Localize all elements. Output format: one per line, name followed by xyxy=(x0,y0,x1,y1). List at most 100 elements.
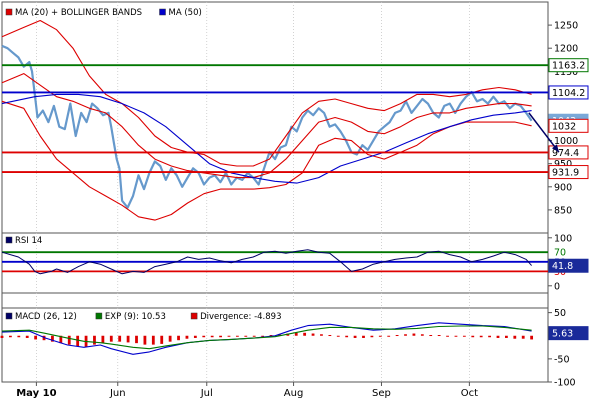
histogram-bar xyxy=(446,335,449,337)
last-value-box xyxy=(548,118,589,133)
histogram-bar xyxy=(210,335,214,338)
legend-label: MACD (26, 12) xyxy=(15,312,77,322)
y-tick-label: 0 xyxy=(554,281,560,292)
histogram-bar xyxy=(278,334,281,336)
histogram-bar xyxy=(370,335,374,338)
histogram-bar xyxy=(9,335,12,338)
y-tick-label: -100 xyxy=(554,378,576,389)
histogram-bar xyxy=(311,333,315,336)
histogram-bar xyxy=(135,335,138,344)
y-tick-label: -50 xyxy=(554,354,570,365)
level-label: 974.4 xyxy=(552,148,579,159)
histogram-bar xyxy=(513,335,517,339)
histogram-bar xyxy=(505,335,508,338)
histogram-bar xyxy=(462,335,466,337)
histogram-bar xyxy=(93,335,96,345)
legend-label: MA (50) xyxy=(169,8,202,18)
histogram-bar xyxy=(193,335,197,338)
legend-label: Divergence: -4.893 xyxy=(200,312,281,322)
rsi-panel-frame xyxy=(1,232,549,294)
legend-swatch xyxy=(190,312,198,320)
histogram-bar xyxy=(437,335,441,337)
level-label-box xyxy=(548,58,589,73)
histogram-bar xyxy=(387,335,391,337)
series-line-bollinger-upper xyxy=(1,19,532,167)
histogram-bar xyxy=(303,332,307,336)
legend-label: EXP (9): 10.53 xyxy=(105,312,166,322)
legend-label: MA (20) + BOLLINGER BANDS xyxy=(15,8,142,18)
histogram-bar xyxy=(227,335,231,337)
histogram-bar xyxy=(530,335,534,340)
legend-swatch xyxy=(5,8,13,16)
series-line-rsi xyxy=(1,249,532,275)
histogram-bar xyxy=(76,335,80,347)
legend-swatch xyxy=(159,8,166,16)
histogram-bar xyxy=(168,335,172,342)
trend-arrow-head xyxy=(551,144,559,153)
x-tick-label: Aug xyxy=(284,388,304,399)
y-tick-label: 1000 xyxy=(554,136,578,147)
last-value-label: 5.63 xyxy=(552,329,573,340)
last-value-label: 1032 xyxy=(552,121,576,132)
level-label-box xyxy=(548,85,589,100)
histogram-bar xyxy=(0,335,4,338)
histogram-bar xyxy=(429,335,433,337)
histogram-bar xyxy=(17,335,21,338)
series-line-price xyxy=(1,44,533,209)
x-tick-label: May 10 xyxy=(16,388,56,399)
macd-legend-strip xyxy=(1,292,549,309)
histogram-bar xyxy=(320,334,323,336)
histogram-bar xyxy=(412,333,416,336)
y-tick-label: 50 xyxy=(554,308,566,319)
legend-swatch xyxy=(95,312,103,320)
level-label: 70 xyxy=(554,248,566,259)
histogram-bar xyxy=(126,335,130,343)
histogram-bar xyxy=(294,332,298,336)
histogram-bar xyxy=(185,335,189,339)
histogram-bar xyxy=(59,335,63,344)
histogram-bar xyxy=(269,335,273,337)
trend-arrow-shaft xyxy=(528,112,560,153)
histogram-bar xyxy=(378,335,382,337)
y-tick-label: 1250 xyxy=(554,21,578,32)
histogram-bar xyxy=(362,335,365,338)
histogram-bar xyxy=(488,335,491,338)
legend-swatch xyxy=(5,312,13,320)
series-line-ma50 xyxy=(1,93,532,184)
histogram-bar xyxy=(202,335,206,338)
histogram-bar xyxy=(420,334,424,336)
histogram-bar xyxy=(328,335,332,337)
y-tick-label: 900 xyxy=(554,182,572,193)
histogram-bar xyxy=(151,335,155,345)
x-axis: May 10 Jun Jul Aug Sep Oct xyxy=(16,382,478,399)
level-label: 1163.2 xyxy=(552,61,585,72)
series-line-signal xyxy=(1,325,532,350)
histogram-bar xyxy=(353,335,357,338)
histogram-bar xyxy=(177,335,180,341)
price-panel: 8509009501000105011001150120012501043103… xyxy=(1,8,589,221)
histogram-bar xyxy=(235,335,239,337)
histogram-bar xyxy=(521,335,525,339)
histogram-bar xyxy=(160,335,164,344)
histogram-bar xyxy=(336,335,340,337)
histogram-bar xyxy=(34,335,38,340)
histogram-bar xyxy=(404,334,407,336)
y-tick-label: 950 xyxy=(554,159,572,170)
histogram-bar xyxy=(244,335,248,337)
histogram-bar xyxy=(479,335,483,338)
histogram-bar xyxy=(496,335,500,338)
histogram-bar xyxy=(67,335,71,345)
level-label-box xyxy=(548,145,589,160)
histogram-bar xyxy=(109,335,113,342)
histogram-bar xyxy=(101,335,105,344)
y-tick-label: 1200 xyxy=(554,44,578,55)
chart-panels xyxy=(1,1,549,383)
histogram-bar xyxy=(261,335,265,337)
last-value-label: 41.8 xyxy=(552,261,573,272)
y-tick-label: 100 xyxy=(554,233,572,244)
histogram-bar xyxy=(143,335,147,345)
x-tick-label: Jun xyxy=(109,388,126,399)
histogram-bar xyxy=(51,335,54,342)
